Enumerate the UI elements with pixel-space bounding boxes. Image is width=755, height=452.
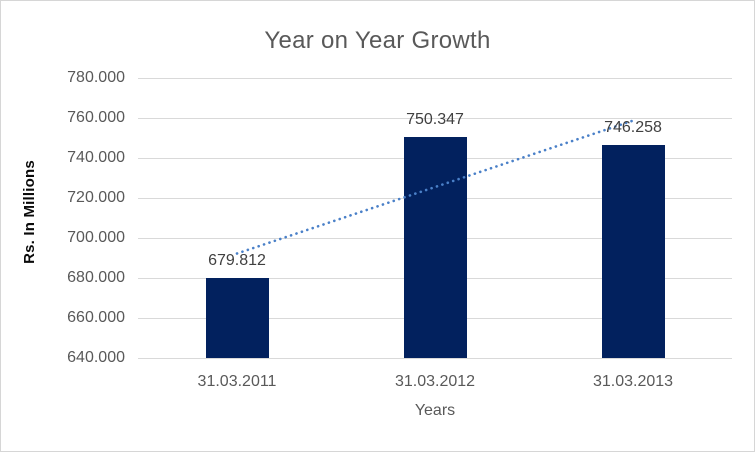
y-tick-label: 640.000 [67, 349, 125, 366]
y-tick-label: 700.000 [67, 229, 125, 246]
x-axis-title: Years [414, 402, 456, 419]
gridline [138, 78, 732, 79]
y-tick-label: 680.000 [67, 269, 125, 286]
y-tick-label: 740.000 [67, 149, 125, 166]
y-tick-label: 660.000 [67, 309, 125, 326]
bar-data-label: 750.347 [406, 111, 464, 129]
x-tick-label: 31.03.2013 [592, 373, 674, 390]
plot-area: 679.812 750.347 746.258 [138, 78, 732, 359]
trendline [235, 119, 635, 255]
y-tick-label: 720.000 [67, 189, 125, 206]
y-tick-label: 780.000 [67, 69, 125, 86]
x-tick-label: 31.03.2012 [394, 373, 476, 390]
bar [403, 137, 467, 358]
chart-title: Year on Year Growth [264, 27, 491, 54]
bar-data-label: 679.812 [208, 252, 266, 270]
bar [601, 145, 665, 358]
gridline [138, 118, 732, 119]
bar [205, 278, 269, 358]
gridline [138, 358, 732, 359]
y-tick-label: 760.000 [67, 109, 125, 126]
y-axis-title: Rs. In Millions [21, 160, 38, 264]
bar-data-label: 746.258 [604, 119, 662, 137]
trendline-path [235, 119, 635, 255]
x-tick-label: 31.03.2011 [197, 373, 277, 390]
